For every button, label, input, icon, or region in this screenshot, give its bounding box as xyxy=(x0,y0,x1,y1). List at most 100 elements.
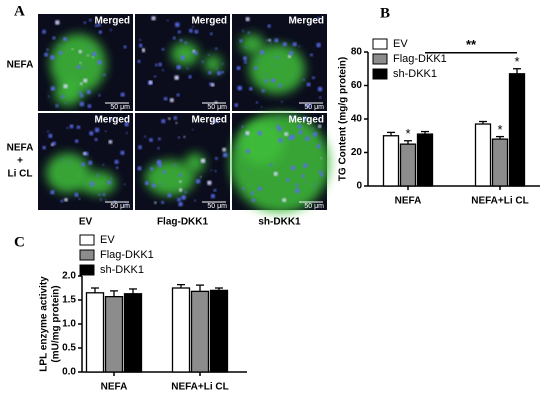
scale-label: 50 μm xyxy=(304,104,324,111)
blue-signal xyxy=(47,130,50,133)
significance-mark: * xyxy=(405,126,410,141)
blue-signal xyxy=(314,183,317,186)
legend-label: sh-DKK1 xyxy=(393,68,437,80)
blue-signal xyxy=(194,199,196,202)
blue-signal xyxy=(108,139,113,144)
bar xyxy=(491,138,509,187)
micrograph xyxy=(232,14,327,111)
blue-signal xyxy=(62,37,67,42)
blue-signal xyxy=(312,76,315,80)
x-tick-label: NEFA+Li CL xyxy=(171,382,229,393)
image-label: Merged xyxy=(94,115,130,126)
blue-signal xyxy=(109,117,113,121)
green-signal xyxy=(204,55,222,73)
blue-signal xyxy=(310,53,313,57)
blue-signal xyxy=(259,50,265,55)
blue-signal xyxy=(83,66,86,69)
blue-signal xyxy=(276,124,280,128)
blue-signal xyxy=(169,98,174,103)
blue-signal xyxy=(267,24,271,28)
blue-signal xyxy=(221,70,224,74)
significance-mark: * xyxy=(497,122,502,137)
blue-signal xyxy=(162,170,166,174)
blue-signal xyxy=(82,54,85,56)
blue-signal xyxy=(137,166,142,171)
green-signal xyxy=(240,121,284,165)
y-tick-label: 80 xyxy=(351,47,363,58)
blue-signal xyxy=(239,39,243,43)
blue-signal xyxy=(109,29,112,32)
bar xyxy=(474,123,492,187)
blue-signal xyxy=(71,48,74,51)
blue-signal xyxy=(245,135,247,138)
blue-signal xyxy=(278,138,283,143)
bar xyxy=(399,143,417,187)
blue-signal xyxy=(273,66,276,68)
blue-signal xyxy=(83,21,87,24)
blue-signal xyxy=(74,139,79,143)
blue-signal xyxy=(177,136,181,139)
blue-signal xyxy=(298,130,303,135)
blue-signal xyxy=(201,60,204,63)
blue-signal xyxy=(241,125,244,128)
blue-signal xyxy=(316,42,321,48)
green-signal xyxy=(54,82,82,106)
blue-signal xyxy=(222,152,228,158)
blue-signal xyxy=(97,23,101,27)
blue-signal xyxy=(124,122,129,127)
blue-signal xyxy=(166,19,169,22)
blue-signal xyxy=(192,49,196,53)
blue-signal xyxy=(178,173,183,178)
blue-signal xyxy=(243,60,247,64)
blue-signal xyxy=(237,85,243,91)
bar xyxy=(416,133,434,187)
blue-signal xyxy=(286,178,290,182)
blue-signal xyxy=(66,127,69,129)
blue-signal xyxy=(138,43,143,48)
blue-signal xyxy=(236,66,241,71)
blue-signal xyxy=(79,62,82,64)
blue-signal xyxy=(98,94,101,97)
blue-signal xyxy=(210,194,216,199)
blue-signal xyxy=(302,78,305,81)
blue-signal xyxy=(215,67,218,70)
blue-signal xyxy=(317,86,323,92)
blue-signal xyxy=(114,159,119,165)
blue-signal xyxy=(78,49,82,54)
blue-signal xyxy=(188,28,193,33)
blue-signal xyxy=(88,46,91,49)
legend-swatch xyxy=(372,38,388,50)
blue-signal xyxy=(313,187,316,190)
blue-signal xyxy=(79,82,83,86)
blue-signal xyxy=(110,177,113,180)
blue-signal xyxy=(161,200,165,204)
blue-signal xyxy=(292,42,297,47)
blue-signal xyxy=(301,174,305,178)
legend-label: Flag-DKK1 xyxy=(100,249,154,261)
legend-swatch xyxy=(372,68,388,80)
blue-signal xyxy=(282,42,287,47)
blue-signal xyxy=(104,130,107,133)
blue-signal xyxy=(215,47,218,50)
blue-signal xyxy=(79,93,84,98)
blue-signal xyxy=(179,38,183,42)
blue-signal xyxy=(155,63,158,67)
blue-signal xyxy=(214,119,218,124)
blue-signal xyxy=(50,55,55,60)
column-label: EV xyxy=(79,217,93,228)
scale-label: 50 μm xyxy=(110,203,130,210)
image-label: Merged xyxy=(288,16,324,27)
blue-signal xyxy=(64,102,67,104)
x-tick-label: NEFA xyxy=(101,382,128,393)
x-tick-label: NEFA xyxy=(395,196,422,207)
blue-signal xyxy=(296,18,299,21)
green-signal xyxy=(50,34,106,94)
column-label: Flag-DKK1 xyxy=(157,217,209,228)
blue-signal xyxy=(89,131,94,136)
blue-signal xyxy=(173,116,178,120)
blue-signal xyxy=(60,199,64,203)
blue-signal xyxy=(236,146,239,149)
legend-swatch xyxy=(79,234,95,246)
blue-signal xyxy=(318,124,322,128)
blue-signal xyxy=(151,183,156,188)
